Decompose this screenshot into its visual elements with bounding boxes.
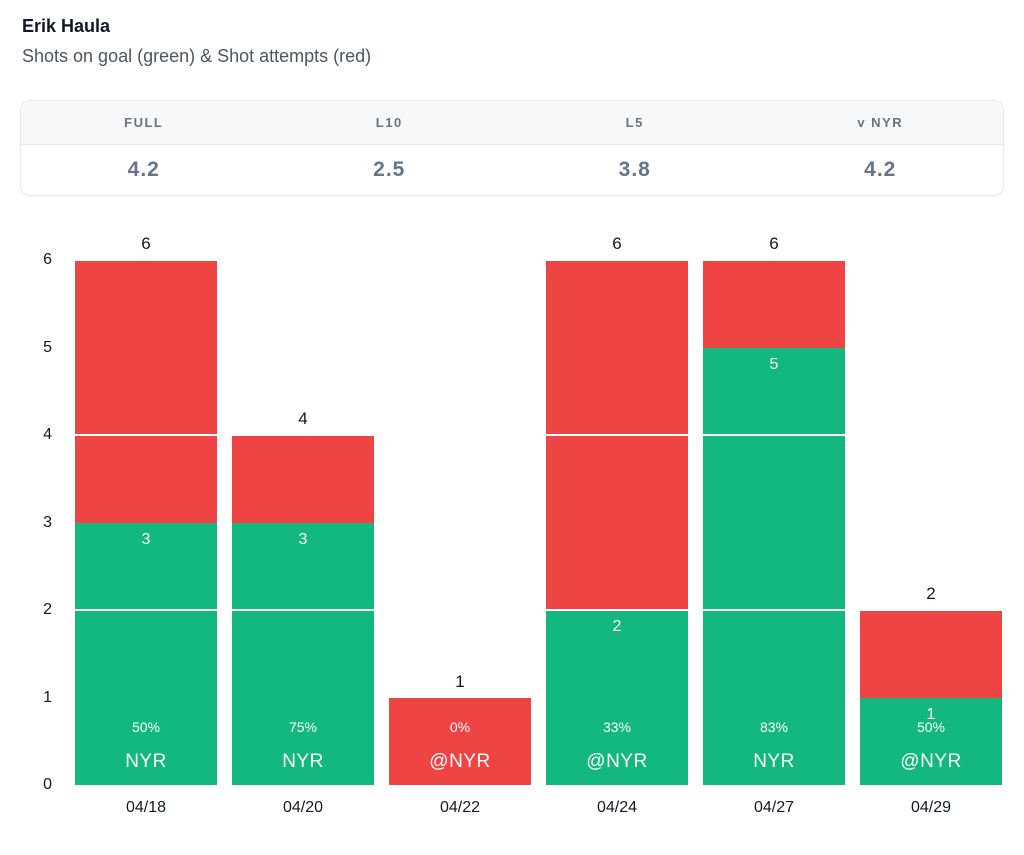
bar-04/18 <box>75 260 217 785</box>
player-name: Erik Haula <box>22 16 111 36</box>
gridline-4 <box>75 434 1002 436</box>
stat-value-l10: 2.5 <box>267 145 513 195</box>
y-tick-label: 0 <box>43 776 52 793</box>
stat-value: 3.8 <box>618 158 651 181</box>
shots-on-goal-segment <box>232 522 374 785</box>
stat-header-label: L5 <box>625 115 644 130</box>
date-label: 04/22 <box>439 799 481 816</box>
y-axis: 0 1 2 3 4 5 6 <box>0 251 52 793</box>
stat-header-l5: L5 <box>512 101 758 144</box>
bar-04/29 <box>860 260 1002 785</box>
date-label: 04/18 <box>125 799 167 816</box>
stat-header-label: v NYR <box>857 115 904 130</box>
bar-04/24 <box>546 260 688 785</box>
stats-value-row: 4.2 2.5 3.8 4.2 <box>21 145 1003 195</box>
y-tick-label: 1 <box>43 688 52 706</box>
stat-value: 4.2 <box>127 158 160 181</box>
shot-attempts-segment <box>389 697 531 785</box>
stats-summary-table: FULL L10 L5 v NYR 4.2 2.5 3.8 4.2 <box>20 100 1004 196</box>
stats-header-row: FULL L10 L5 v NYR <box>21 101 1003 145</box>
stat-header-full: FULL <box>21 101 267 144</box>
stat-header-vnyr: v NYR <box>758 101 1004 144</box>
shot-attempts-segment <box>75 260 217 523</box>
bar-04/27 <box>703 260 845 785</box>
shot-attempts-segment <box>232 435 374 523</box>
shot-attempts-segment <box>860 610 1002 698</box>
gridline-6 <box>75 259 1002 261</box>
stat-value: 2.5 <box>373 158 406 181</box>
stat-header-label: L10 <box>375 115 403 130</box>
stat-value-full: 4.2 <box>21 145 267 195</box>
date-label: 04/29 <box>910 799 952 816</box>
stat-header-l10: L10 <box>267 101 513 144</box>
bar-04/22 <box>389 260 531 785</box>
stat-value-vnyr: 4.2 <box>758 145 1004 195</box>
shot-attempts-segment <box>703 260 845 348</box>
chart-header: Erik Haula Shots on goal (green) & Shot … <box>22 16 1002 67</box>
y-tick-label: 5 <box>43 338 52 356</box>
shots-bar-chart: 0 1 2 3 4 5 6 6 3 50% NYR 4 3 75% NYR 1 0% @NYR 6 2 33% @NYR… <box>0 234 1024 855</box>
y-tick-label: 3 <box>43 513 52 531</box>
shots-on-goal-segment <box>75 522 217 785</box>
bars-container <box>75 260 1002 785</box>
gridline-2 <box>75 609 1002 611</box>
total-attempts-label: 6 <box>612 234 622 253</box>
shots-on-goal-segment <box>546 610 688 785</box>
stat-value-l5: 3.8 <box>512 145 758 195</box>
x-axis: 04/18 04/20 04/22 04/24 04/27 04/29 <box>75 799 1002 817</box>
plot-area: 6 3 50% NYR 4 3 75% NYR 1 0% @NYR 6 2 33% @NYR 6 5 83% NYR… <box>75 234 1002 785</box>
shots-on-goal-segment <box>703 347 845 785</box>
date-label: 04/24 <box>596 799 638 816</box>
date-label: 04/20 <box>282 799 324 816</box>
y-tick-label: 2 <box>43 601 52 618</box>
date-label: 04/27 <box>753 799 795 816</box>
y-tick-label: 6 <box>43 251 52 268</box>
shots-on-goal-segment <box>860 697 1002 785</box>
stat-value: 4.2 <box>864 158 897 181</box>
bar-04/20 <box>232 260 374 785</box>
chart-subtitle: Shots on goal (green) & Shot attempts (r… <box>22 45 372 66</box>
total-attempts-label: 6 <box>141 234 151 253</box>
y-tick-label: 4 <box>43 426 52 443</box>
total-attempts-label: 6 <box>769 234 779 253</box>
stat-header-label: FULL <box>124 115 164 130</box>
